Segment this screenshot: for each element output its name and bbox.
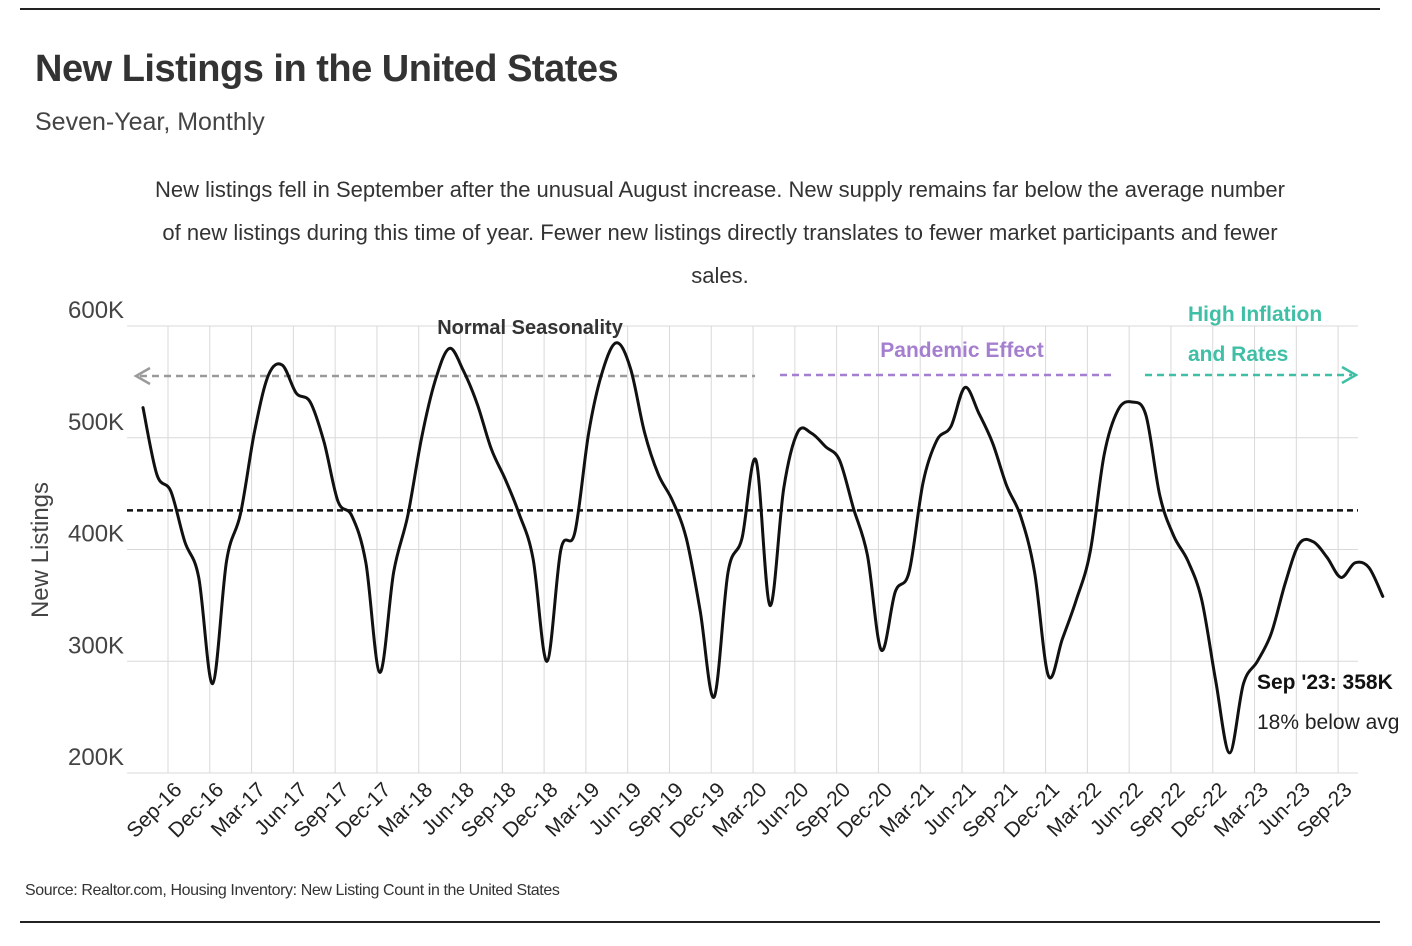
bottom-rule — [20, 921, 1380, 923]
high-inflation-label-line1: High Inflation — [1188, 303, 1322, 326]
right-arrowhead-icon — [1341, 365, 1359, 385]
y-axis-ticks: 200K 300K 400K 500K 600K — [68, 297, 124, 771]
high-inflation-label-line2: and Rates — [1188, 343, 1288, 366]
phase-annotations: Normal Seasonality Pandemic Effect High … — [133, 303, 1359, 386]
left-arrowhead-icon — [133, 366, 151, 386]
chart-title: New Listings in the United States — [35, 48, 619, 90]
y-tick-label: 500K — [68, 409, 124, 436]
last-value-note: 18% below avg — [1257, 711, 1399, 734]
y-tick-label: 200K — [68, 744, 124, 771]
source-note: Source: Realtor.com, Housing Inventory: … — [25, 882, 560, 899]
grid — [127, 325, 1358, 774]
chart-description: New listings fell in September after the… — [155, 177, 1285, 288]
normal-seasonality-label: Normal Seasonality — [437, 317, 624, 339]
y-axis-label: New Listings — [27, 482, 54, 618]
y-tick-label: 300K — [68, 632, 124, 659]
chart-subtitle: Seven-Year, Monthly — [35, 108, 265, 136]
y-tick-label: 400K — [68, 521, 124, 548]
x-axis-ticks: Sep-16Dec-16Mar-17Jun-17Sep-17Dec-17Mar-… — [122, 778, 1356, 842]
new-listings-series-line — [141, 341, 1385, 755]
top-rule — [20, 8, 1380, 10]
y-tick-label: 600K — [68, 297, 124, 324]
last-value-label: Sep '23: 358K — [1257, 671, 1393, 694]
pandemic-effect-label: Pandemic Effect — [880, 339, 1043, 362]
